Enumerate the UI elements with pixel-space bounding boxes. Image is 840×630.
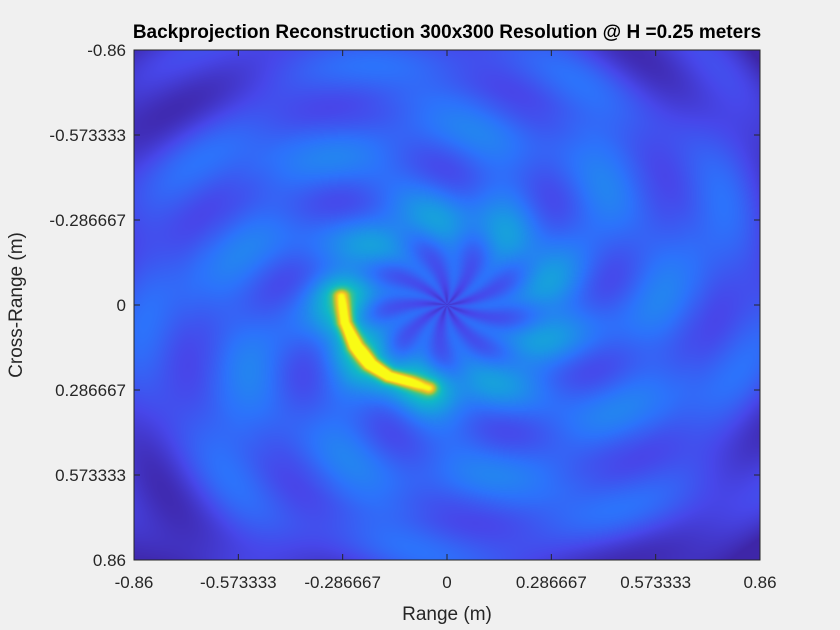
y-tick-label: -0.86 bbox=[87, 41, 126, 60]
y-tick-label: 0.573333 bbox=[55, 466, 126, 485]
x-tick-label: -0.286667 bbox=[304, 573, 381, 592]
x-tick-label: 0.86 bbox=[743, 573, 776, 592]
heatmap-image bbox=[134, 50, 760, 560]
x-axis-label: Range (m) bbox=[402, 604, 492, 625]
y-axis-label: Cross-Range (m) bbox=[6, 232, 27, 378]
x-tick-label: 0 bbox=[442, 573, 451, 592]
x-tick-label: 0.286667 bbox=[516, 573, 587, 592]
y-axis: -0.86 -0.573333 -0.286667 0 0.286667 0.573333… bbox=[49, 41, 760, 570]
x-axis: -0.86 -0.573333 -0.286667 0 0.286667 0.573333… bbox=[115, 50, 777, 592]
y-tick-label: -0.286667 bbox=[49, 211, 126, 230]
plot-area bbox=[133, 49, 761, 561]
y-tick-label: 0.286667 bbox=[55, 381, 126, 400]
x-tick-label: -0.86 bbox=[115, 573, 154, 592]
y-tick-label: -0.573333 bbox=[49, 126, 126, 145]
chart-title: Backprojection Reconstruction 300x300 Re… bbox=[133, 22, 761, 43]
y-tick-label: 0 bbox=[117, 296, 126, 315]
x-tick-label: -0.573333 bbox=[200, 573, 277, 592]
y-tick-label: 0.86 bbox=[93, 551, 126, 570]
x-tick-label: 0.573333 bbox=[620, 573, 691, 592]
